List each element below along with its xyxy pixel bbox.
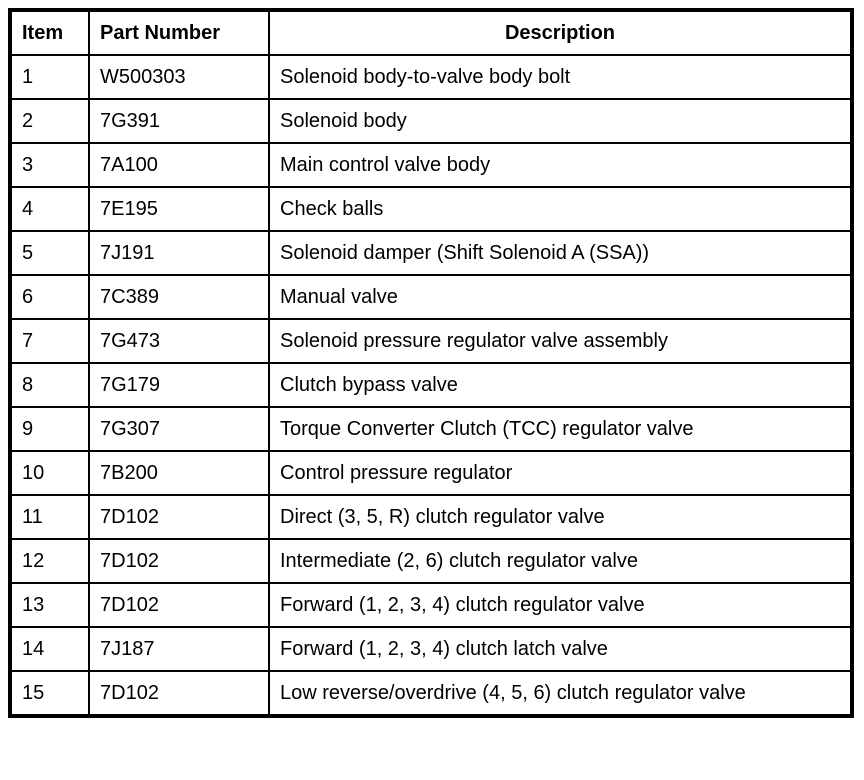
- item-cell: 3: [9, 142, 90, 188]
- description-cell: Control pressure regulator: [268, 450, 853, 496]
- table-row: 1 W500303 Solenoid body-to-valve body bolt: [9, 54, 853, 100]
- table-row: 5 7J191 Solenoid damper (Shift Solenoid A …: [9, 230, 853, 276]
- part-number-cell: 7J191: [88, 230, 270, 276]
- parts-table: Item Part Number Description 1 W500303 Sol…: [8, 8, 854, 718]
- item-cell: 1: [9, 54, 90, 100]
- header-row: Item Part Number Description: [9, 9, 853, 56]
- description-cell: Clutch bypass valve: [268, 362, 853, 408]
- part-number-cell: 7D102: [88, 538, 270, 584]
- item-cell: 5: [9, 230, 90, 276]
- item-cell: 2: [9, 98, 90, 144]
- item-cell: 6: [9, 274, 90, 320]
- part-number-cell: 7D102: [88, 582, 270, 628]
- part-number-cell: 7D102: [88, 494, 270, 540]
- item-cell: 7: [9, 318, 90, 364]
- description-cell: Torque Converter Clutch (TCC) regulator …: [268, 406, 853, 452]
- description-cell: Main control valve body: [268, 142, 853, 188]
- table-row: 3 7A100 Main control valve body: [9, 142, 853, 188]
- item-cell: 11: [9, 494, 90, 540]
- table-row: 2 7G391 Solenoid body: [9, 98, 853, 144]
- item-cell: 4: [9, 186, 90, 232]
- description-cell: Direct (3, 5, R) clutch regulator valve: [268, 494, 853, 540]
- header-description: Description: [268, 9, 853, 56]
- description-cell: Solenoid pressure regulator valve assemb…: [268, 318, 853, 364]
- item-cell: 12: [9, 538, 90, 584]
- part-number-cell: 7D102: [88, 670, 270, 717]
- part-number-cell: 7E195: [88, 186, 270, 232]
- description-cell: Forward (1, 2, 3, 4) clutch latch valve: [268, 626, 853, 672]
- description-cell: Low reverse/overdrive (4, 5, 6) clutch r…: [268, 670, 853, 717]
- header-part-number: Part Number: [88, 9, 270, 56]
- description-cell: Solenoid damper (Shift Solenoid A (SSA)): [268, 230, 853, 276]
- description-cell: Solenoid body: [268, 98, 853, 144]
- part-number-cell: 7C389: [88, 274, 270, 320]
- description-cell: Intermediate (2, 6) clutch regulator val…: [268, 538, 853, 584]
- table-row: 14 7J187 Forward (1, 2, 3, 4) clutch latch…: [9, 626, 853, 672]
- table-row: 9 7G307 Torque Converter Clutch (TCC) regu…: [9, 406, 853, 452]
- part-number-cell: 7B200: [88, 450, 270, 496]
- part-number-cell: 7A100: [88, 142, 270, 188]
- item-cell: 15: [9, 670, 90, 717]
- table-row: 4 7E195 Check balls: [9, 186, 853, 232]
- item-cell: 13: [9, 582, 90, 628]
- parts-table-header: Item Part Number Description: [9, 9, 853, 56]
- item-cell: 8: [9, 362, 90, 408]
- header-item: Item: [9, 9, 90, 56]
- table-row: 7 7G473 Solenoid pressure regulator valve …: [9, 318, 853, 364]
- description-cell: Solenoid body-to-valve body bolt: [268, 54, 853, 100]
- table-row: 11 7D102 Direct (3, 5, R) clutch regulator…: [9, 494, 853, 540]
- description-cell: Check balls: [268, 186, 853, 232]
- table-row: 6 7C389 Manual valve: [9, 274, 853, 320]
- description-cell: Forward (1, 2, 3, 4) clutch regulator va…: [268, 582, 853, 628]
- table-row: 13 7D102 Forward (1, 2, 3, 4) clutch regul…: [9, 582, 853, 628]
- parts-table-body: 1 W500303 Solenoid body-to-valve body bolt…: [9, 54, 853, 717]
- item-cell: 10: [9, 450, 90, 496]
- table-row: 12 7D102 Intermediate (2, 6) clutch regula…: [9, 538, 853, 584]
- part-number-cell: 7G473: [88, 318, 270, 364]
- part-number-cell: 7G391: [88, 98, 270, 144]
- part-number-cell: W500303: [88, 54, 270, 100]
- description-cell: Manual valve: [268, 274, 853, 320]
- table-row: 10 7B200 Control pressure regulator: [9, 450, 853, 496]
- item-cell: 14: [9, 626, 90, 672]
- table-row: 15 7D102 Low reverse/overdrive (4, 5, 6) c…: [9, 670, 853, 717]
- part-number-cell: 7G307: [88, 406, 270, 452]
- table-row: 8 7G179 Clutch bypass valve: [9, 362, 853, 408]
- parts-table-page: Item Part Number Description 1 W500303 Sol…: [8, 8, 854, 718]
- item-cell: 9: [9, 406, 90, 452]
- part-number-cell: 7G179: [88, 362, 270, 408]
- part-number-cell: 7J187: [88, 626, 270, 672]
